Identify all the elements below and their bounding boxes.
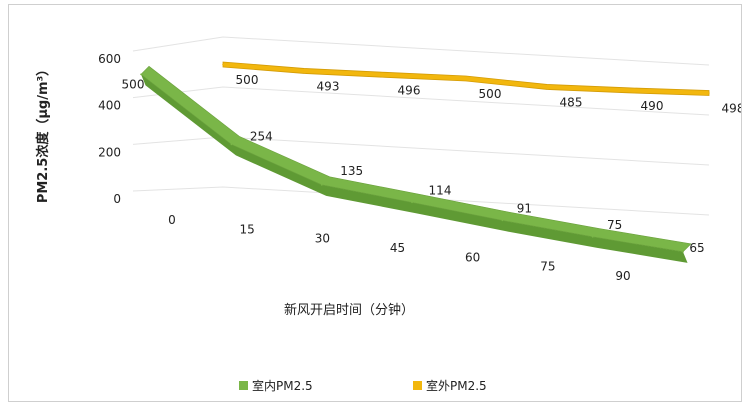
gridline	[132, 36, 710, 66]
indoor-pm25-data-label: 91	[517, 201, 532, 215]
chart-frame: 0 200 400 600 0 15 30 45 60 75 90 500 493 496 500 485…	[8, 4, 745, 402]
indoor-pm25-data-label: 114	[429, 183, 452, 197]
outdoor-pm25-point	[303, 70, 305, 72]
data-labels: 500 493 496 500 485 490 498 500 254 135 114 91 75 65	[122, 73, 745, 255]
outdoor-pm25-point	[465, 77, 467, 80]
indoor-pm25-data-label: 500	[122, 77, 145, 91]
outdoor-pm25-point	[222, 63, 224, 66]
legend-label-outdoor: 室外PM2.5	[426, 378, 487, 393]
indoor-pm25-data-label: 135	[340, 164, 363, 178]
y-tick-labels: 0 200 400 600	[98, 52, 121, 206]
outdoor-pm25-point	[546, 86, 548, 88]
outdoor-pm25-data-label: 500	[479, 87, 502, 101]
outdoor-pm25-point	[384, 74, 386, 76]
y-tick-label: 200	[98, 145, 121, 159]
indoor-pm25-ribbon-side	[141, 74, 688, 263]
y-tick-label: 400	[98, 99, 121, 113]
indoor-pm25-data-label: 65	[689, 241, 704, 255]
outdoor-pm25-data-label: 493	[317, 79, 340, 93]
x-tick-labels: 0 15 30 45 60 75 90	[168, 213, 630, 283]
x-axis-title: 新风开启时间（分钟）	[284, 302, 414, 318]
indoor-pm25-point	[140, 73, 142, 76]
outdoor-pm25-point	[708, 92, 710, 94]
x-tick-label: 0	[168, 213, 176, 227]
y-tick-label: 600	[98, 52, 121, 66]
gridline	[132, 186, 710, 216]
x-tick-label: 60	[465, 250, 480, 264]
outdoor-pm25-point	[627, 89, 629, 92]
y-tick-label: 0	[113, 192, 121, 206]
x-tick-label: 45	[390, 241, 405, 255]
chart-svg: 0 200 400 600 0 15 30 45 60 75 90 500 493 496 500 485…	[35, 36, 745, 393]
indoor-pm25-point	[320, 184, 323, 186]
legend: 室内PM2.5 室外PM2.5	[239, 378, 487, 393]
legend-swatch-indoor	[239, 381, 248, 390]
x-tick-label: 15	[240, 222, 255, 236]
indoor-pm25-point	[591, 236, 594, 238]
series-ribbons	[140, 61, 710, 263]
outdoor-pm25-data-label: 485	[560, 95, 583, 109]
outdoor-pm25-data-label: 490	[641, 99, 664, 113]
legend-label-indoor: 室内PM2.5	[252, 378, 313, 393]
x-tick-label: 30	[315, 232, 330, 246]
legend-swatch-outdoor	[413, 381, 422, 390]
indoor-pm25-data-label: 75	[607, 218, 622, 232]
indoor-pm25-point	[501, 219, 504, 222]
indoor-pm25-data-label: 254	[250, 129, 273, 143]
x-tick-label: 90	[615, 269, 630, 283]
outdoor-pm25-data-label: 498	[722, 102, 741, 116]
indoor-pm25-ribbon	[140, 65, 692, 253]
y-axis-title: PM2.5浓度（μg/m³）	[35, 63, 51, 203]
indoor-pm25-point	[411, 201, 413, 204]
x-tick-label: 75	[540, 260, 555, 274]
outdoor-pm25-data-label: 500	[236, 73, 259, 87]
outdoor-pm25-data-label: 496	[398, 83, 421, 97]
indoor-pm25-point	[230, 143, 233, 146]
indoor-pm25-point	[682, 251, 684, 253]
